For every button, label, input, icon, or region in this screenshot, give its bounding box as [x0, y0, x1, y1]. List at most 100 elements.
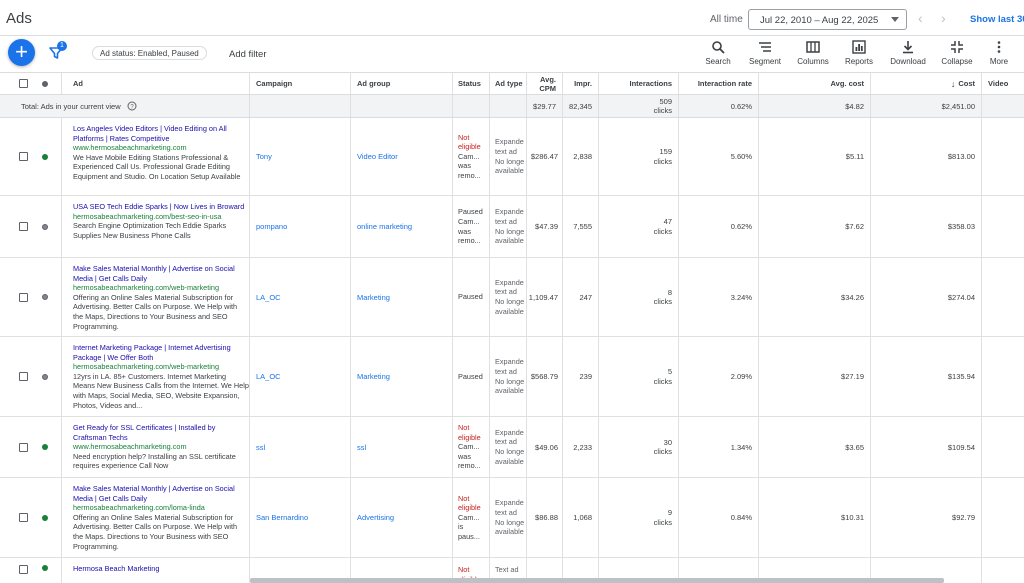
campaign-link[interactable]: pompano	[256, 222, 288, 231]
row-checkbox[interactable]	[19, 513, 28, 522]
header-avg-cpm[interactable]: Avg. CPM	[527, 73, 563, 94]
avg-cpm-cell: $568.79	[527, 337, 563, 416]
ad-headline[interactable]: Make Sales Material Monthly | Advertise …	[73, 484, 235, 503]
row-checkbox[interactable]	[19, 152, 28, 161]
total-interactions-value: 509	[659, 97, 672, 106]
page-title: Ads	[6, 10, 32, 27]
chevron-right-icon[interactable]: ›	[941, 10, 946, 26]
row-select-cell	[0, 478, 62, 557]
header-ad[interactable]: Ad	[62, 73, 250, 94]
campaign-cell: LA_OC	[250, 337, 351, 416]
chevron-left-icon[interactable]: ‹	[918, 10, 923, 26]
search-icon	[712, 41, 725, 54]
campaign-cell	[250, 558, 351, 583]
avg-cost-cell: $10.31	[759, 478, 871, 557]
header-avg-cost[interactable]: Avg. cost	[759, 73, 871, 94]
table-row[interactable]: Los Angeles Video Editors | Video Editin…	[0, 118, 1024, 196]
select-all-checkbox[interactable]	[19, 79, 28, 88]
ad-cell: Make Sales Material Monthly | Advertise …	[62, 478, 250, 557]
collapse-tool-button[interactable]: Collapse	[937, 40, 977, 66]
ad-group-link[interactable]: Advertising	[357, 513, 395, 522]
interactions-cell: 9 clicks	[599, 478, 679, 557]
ad-preview: Get Ready for SSL Certificates | Install…	[73, 423, 249, 471]
ad-cell: Los Angeles Video Editors | Video Editin…	[62, 118, 250, 195]
ad-group-link[interactable]: Video Editor	[357, 152, 398, 161]
table-row[interactable]: Make Sales Material Monthly | Advertise …	[0, 258, 1024, 337]
header-impr[interactable]: Impr.	[563, 73, 599, 94]
interactions-cell: 8 clicks	[599, 258, 679, 336]
ad-headline[interactable]: Hermosa Beach Marketing	[73, 564, 160, 573]
interactions-value: 47	[663, 217, 672, 226]
ad-type-cell: Text ad	[490, 558, 527, 583]
campaign-cell: San Bernardino	[250, 478, 351, 557]
ad-url: hermosabeachmarketing.com/web-marketing	[73, 283, 220, 293]
columns-icon	[806, 41, 820, 53]
interaction-rate-cell: 5.60%	[679, 118, 759, 195]
header-interactions[interactable]: Interactions	[599, 73, 679, 94]
columns-tool-button[interactable]: Columns	[793, 40, 833, 66]
more-tool-button[interactable]: More	[979, 40, 1019, 66]
ad-type-line: No longe	[495, 156, 525, 166]
ad-preview: Los Angeles Video Editors | Video Editin…	[73, 124, 249, 182]
table-row[interactable]: USA SEO Tech Eddie Sparks | Now Lives in…	[0, 196, 1024, 258]
campaign-link[interactable]: San Bernardino	[256, 513, 309, 522]
row-checkbox[interactable]	[19, 222, 28, 231]
ad-group-cell: ssl	[351, 417, 453, 477]
campaign-link[interactable]: LA_OC	[256, 292, 281, 302]
interactions-value: 9	[667, 508, 672, 517]
ad-preview: Hermosa Beach Marketing	[73, 564, 249, 574]
download-tool-button[interactable]: Download	[888, 40, 928, 66]
ad-type-line: text ad	[495, 216, 517, 226]
table-row[interactable]: Internet Marketing Package | Internet Ad…	[0, 337, 1024, 417]
header-campaign[interactable]: Campaign	[250, 73, 351, 94]
header-ad-group[interactable]: Ad group	[351, 73, 453, 94]
search-tool-button[interactable]: Search	[698, 40, 738, 66]
ad-headline[interactable]: USA SEO Tech Eddie Sparks | Now Lives in…	[73, 202, 245, 211]
campaign-link[interactable]: Tony	[256, 152, 272, 161]
add-button[interactable]: +	[8, 39, 35, 66]
header-status[interactable]: Status	[453, 73, 490, 94]
svg-text:?: ?	[130, 104, 134, 110]
ad-group-link[interactable]: online marketing	[357, 222, 413, 231]
video-cell	[982, 478, 1024, 557]
ad-headline[interactable]: Los Angeles Video Editors | Video Editin…	[73, 124, 227, 143]
row-checkbox[interactable]	[19, 292, 28, 302]
campaign-link[interactable]: ssl	[256, 442, 266, 452]
ad-type-cell: Expande text ad No longe available	[490, 118, 527, 195]
header-interaction-rate[interactable]: Interaction rate	[679, 73, 759, 94]
ad-type-line: text ad	[495, 507, 517, 517]
ad-type-line: available	[495, 166, 524, 176]
collapse-tool-label: Collapse	[941, 57, 973, 66]
ad-preview: Make Sales Material Monthly | Advertise …	[73, 484, 249, 551]
header-cost[interactable]: ↓ Cost	[871, 73, 982, 94]
header-select-cell	[0, 73, 62, 94]
date-range-picker[interactable]: Jul 22, 2010 – Aug 22, 2025	[748, 9, 907, 30]
status-line: eligible	[458, 142, 481, 152]
ad-headline[interactable]: Get Ready for SSL Certificates | Install…	[73, 423, 216, 442]
campaign-link[interactable]: LA_OC	[256, 372, 281, 381]
ad-group-link[interactable]: Marketing	[357, 372, 390, 381]
row-checkbox[interactable]	[19, 565, 28, 574]
cost-cell	[871, 558, 982, 583]
ad-headline[interactable]: Make Sales Material Monthly | Advertise …	[73, 264, 235, 283]
ad-group-link[interactable]: ssl	[357, 442, 367, 452]
help-icon[interactable]: ?	[127, 101, 137, 111]
ad-group-cell: online marketing	[351, 196, 453, 257]
table-row[interactable]: Make Sales Material Monthly | Advertise …	[0, 478, 1024, 558]
filter-chip-ad-status[interactable]: Ad status: Enabled, Paused	[92, 46, 207, 60]
status-line: Not	[458, 423, 470, 433]
ad-preview: Make Sales Material Monthly | Advertise …	[73, 264, 249, 331]
row-checkbox[interactable]	[19, 442, 28, 452]
ad-group-link[interactable]: Marketing	[357, 292, 390, 302]
header-ad-type[interactable]: Ad type	[490, 73, 527, 94]
segment-tool-button[interactable]: Segment	[745, 40, 785, 66]
row-checkbox[interactable]	[19, 372, 28, 381]
show-last-link[interactable]: Show last 30	[970, 14, 1024, 25]
interactions-cell	[599, 558, 679, 583]
horizontal-scrollbar[interactable]	[250, 578, 944, 583]
ad-headline[interactable]: Internet Marketing Package | Internet Ad…	[73, 343, 231, 362]
header-video[interactable]: Video	[988, 79, 1009, 88]
reports-tool-button[interactable]: Reports	[839, 40, 879, 66]
add-filter-button[interactable]: Add filter	[229, 49, 267, 60]
table-row[interactable]: Get Ready for SSL Certificates | Install…	[0, 417, 1024, 478]
